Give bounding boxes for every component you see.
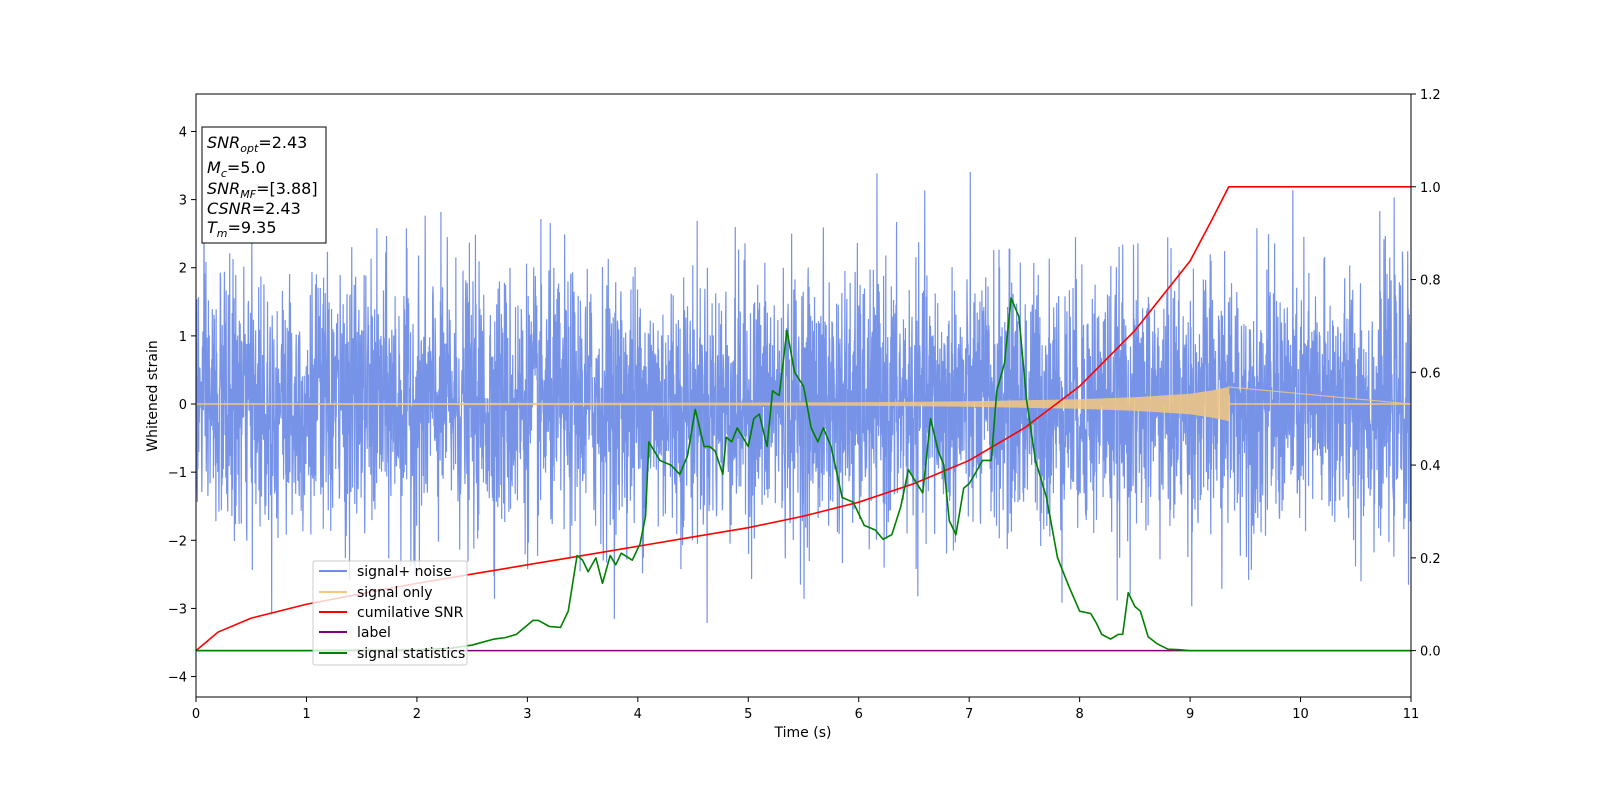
y-tick-label: 0 [179, 398, 187, 413]
info-snr-mf: SNRMF=[3.88] [207, 179, 318, 201]
y-tick-label: 2 [179, 262, 187, 277]
x-tick-label: 9 [1186, 707, 1194, 722]
y-tick-label: −1 [168, 466, 187, 481]
x-tick-label: 1 [302, 707, 310, 722]
y2-tick-label: 1.2 [1420, 88, 1441, 103]
y-tick-label: −4 [168, 671, 187, 686]
y-tick-label: 4 [179, 125, 187, 140]
legend-label-signal-only: signal only [357, 585, 432, 601]
legend-frame [312, 560, 468, 666]
legend-label-signal-statistics: signal statistics [357, 646, 465, 662]
legend-label-signal-noise: signal+ noise [357, 564, 452, 580]
y2-tick-label: 0.8 [1420, 274, 1441, 289]
x-tick-label: 5 [744, 707, 752, 722]
x-tick-label: 2 [413, 707, 421, 722]
info-tm: Tm=9.35 [207, 218, 277, 240]
y2-tick-label: 0.0 [1420, 645, 1441, 660]
x-tick-label: 10 [1292, 707, 1309, 722]
x-axis-label: Time (s) [774, 725, 832, 741]
legend-label-cumulative-snr: cumilative SNR [357, 605, 464, 621]
info-csnr: CSNR=2.43 [207, 199, 301, 218]
y2-tick-label: 0.4 [1420, 459, 1441, 474]
series-signal-statistics [196, 297, 1411, 652]
y-tick-label: −3 [168, 602, 187, 617]
axes-layer: 0 1 2 3 4 5 6 7 8 9 10 11 −4 −3 −2 −1 0 1 2 3 4 0.0 0.2 0.4 0.6 0… [168, 88, 1441, 722]
y-tick-label: 3 [179, 194, 187, 209]
y-tick-label: 1 [179, 330, 187, 345]
legend: signal+ noise signal only cumilative SNR… [312, 560, 468, 666]
plot-frame [195, 93, 1412, 698]
y2-tick-label: 0.6 [1420, 366, 1441, 381]
x-tick-label: 8 [1075, 707, 1083, 722]
x-tick-label: 0 [192, 707, 200, 722]
y2-tick-label: 0.2 [1420, 552, 1441, 567]
info-mc: Mc=5.0 [207, 158, 266, 180]
info-box: SNRopt=2.43 Mc=5.0 SNRMF=[3.88] CSNR=2.4… [201, 126, 327, 244]
x-tick-label: 7 [965, 707, 973, 722]
y-tick-label: −2 [168, 534, 187, 549]
y-axis-label: Whitened strain [145, 340, 161, 451]
x-tick-label: 4 [634, 707, 642, 722]
x-tick-label: 6 [855, 707, 863, 722]
series-signal-only [196, 386, 1411, 421]
x-tick-label: 3 [523, 707, 531, 722]
y2-tick-label: 1.0 [1420, 181, 1441, 196]
series-signal-plus-noise [196, 172, 1411, 623]
info-snr-opt: SNRopt=2.43 [207, 133, 307, 155]
legend-label-label: label [357, 625, 391, 641]
info-box-frame [201, 126, 327, 244]
x-tick-label: 11 [1403, 707, 1420, 722]
